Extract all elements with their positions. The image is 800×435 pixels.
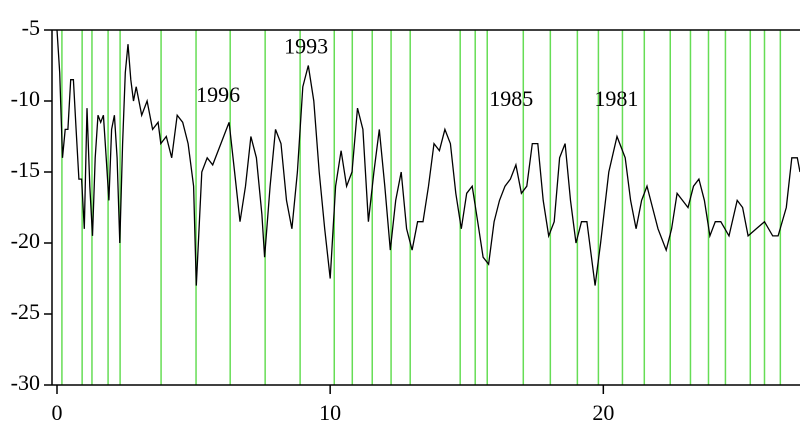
y-tick-label: -30 — [11, 370, 40, 395]
annotation: 1996 — [196, 82, 240, 107]
annotation: 1993 — [284, 34, 328, 59]
x-tick-label: 20 — [592, 400, 614, 425]
y-tick-label: -5 — [22, 15, 40, 40]
y-tick-label: -20 — [11, 228, 40, 253]
y-tick-label: -15 — [11, 157, 40, 182]
y-tick-label: -25 — [11, 299, 40, 324]
x-tick-label: 10 — [319, 400, 341, 425]
annotation: 1981 — [594, 86, 638, 111]
y-tick-label: -10 — [11, 86, 40, 111]
data-line — [56, 29, 800, 286]
x-tick-label: 0 — [52, 400, 63, 425]
annotation: 1985 — [489, 86, 533, 111]
